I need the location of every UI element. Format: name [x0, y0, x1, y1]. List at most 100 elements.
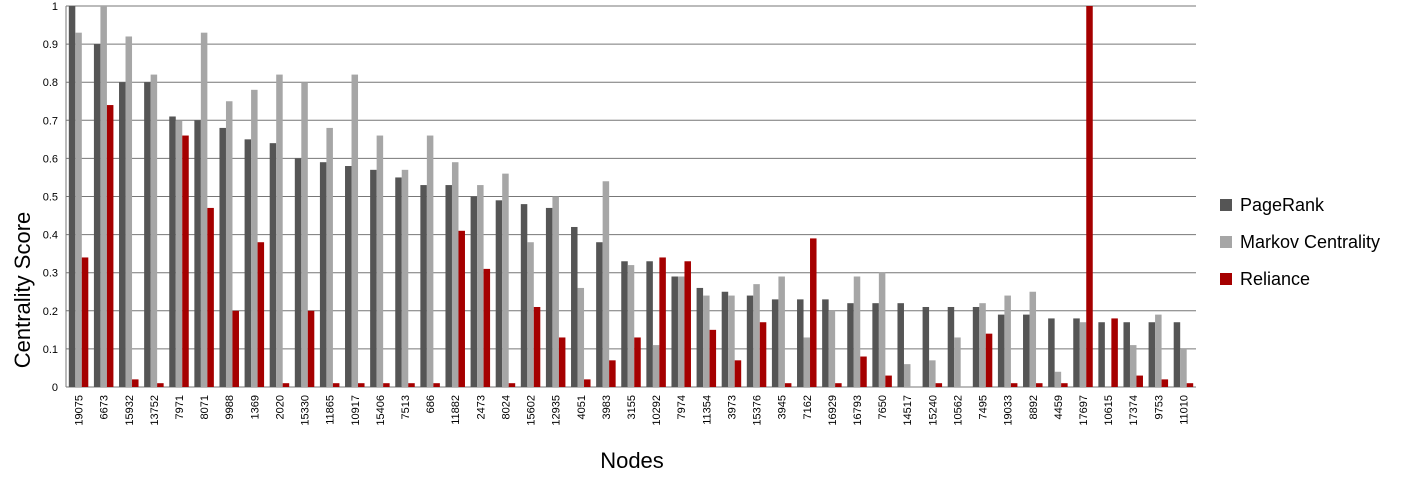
x-tick-label: 7974 [676, 395, 688, 419]
bar [100, 6, 107, 387]
bar [627, 265, 635, 387]
bar [119, 82, 126, 387]
legend-label: Reliance [1240, 269, 1310, 289]
legend-label: Markov Centrality [1240, 232, 1380, 252]
x-tick-label: 8024 [500, 395, 512, 419]
x-tick-label: 3945 [777, 395, 789, 419]
bar [872, 303, 879, 387]
y-tick-label: 0.1 [43, 344, 58, 356]
bar [696, 287, 704, 387]
bar [552, 196, 559, 387]
bar [345, 166, 352, 387]
bar [652, 345, 660, 387]
x-tick-label: 7513 [400, 395, 412, 419]
bar [797, 299, 804, 387]
legend-swatch [1220, 199, 1232, 211]
bar [803, 337, 811, 387]
x-tick-label: 10615 [1103, 395, 1115, 426]
x-tick-label: 9753 [1153, 395, 1165, 419]
bar [634, 337, 641, 387]
x-tick-label: 15602 [526, 395, 538, 426]
bar [395, 177, 402, 387]
x-tick-label: 12935 [551, 395, 563, 426]
x-tick-label: 3983 [601, 395, 613, 419]
bar [1129, 345, 1137, 387]
x-tick-label: 3155 [626, 395, 638, 419]
bar [646, 261, 653, 387]
y-tick-label: 0.7 [43, 115, 58, 127]
bar [659, 257, 666, 387]
bar [684, 261, 691, 387]
bar [251, 89, 258, 387]
bar [602, 181, 610, 387]
bar [677, 276, 685, 387]
bar [1010, 383, 1018, 387]
bar [150, 74, 158, 387]
bar [885, 375, 892, 387]
bar [401, 169, 409, 387]
bar [810, 238, 817, 387]
y-tick-label: 0.4 [43, 230, 58, 242]
bar [545, 207, 553, 387]
bar [358, 383, 365, 387]
x-tick-label: 14517 [902, 395, 914, 426]
bar [1136, 375, 1143, 387]
x-tick-label: 10292 [651, 395, 663, 426]
bar [847, 303, 854, 387]
legend-swatch [1220, 273, 1232, 285]
bar [351, 74, 359, 387]
bar [703, 295, 710, 387]
bar [1086, 6, 1093, 387]
x-tick-label: 15376 [752, 395, 764, 426]
x-tick-label: 9988 [224, 395, 236, 419]
bar [408, 383, 415, 387]
bar [759, 322, 767, 387]
bar [828, 310, 836, 387]
bar [169, 116, 176, 388]
bar [985, 333, 993, 387]
bar [1173, 322, 1181, 387]
bar [520, 204, 528, 387]
bar [445, 185, 452, 387]
bar [584, 379, 591, 387]
bar [533, 306, 541, 387]
bar [244, 139, 252, 387]
bar [721, 291, 729, 387]
bar [508, 383, 516, 387]
bar [376, 135, 384, 387]
bar [947, 306, 955, 387]
x-tick-label: 686 [425, 395, 437, 413]
bar [383, 383, 390, 387]
bar [997, 314, 1005, 387]
bar [1004, 295, 1011, 387]
bar [784, 383, 792, 387]
bar [257, 242, 265, 387]
bar [426, 135, 434, 387]
x-tick-label: 8892 [1028, 395, 1040, 419]
bar [1148, 322, 1156, 387]
bar [276, 74, 283, 387]
bar [75, 32, 82, 388]
x-tick-label: 7495 [978, 395, 990, 419]
x-tick-label: 10562 [952, 395, 964, 426]
bar [458, 230, 465, 387]
bar [332, 383, 340, 387]
bar [753, 284, 760, 387]
x-tick-label: 11354 [701, 395, 713, 425]
bar [307, 310, 315, 387]
x-tick-label: 17697 [1078, 395, 1090, 426]
y-axis-title: Centrality Score [10, 212, 35, 369]
bar [1186, 383, 1194, 387]
bar [709, 329, 717, 387]
bar [922, 306, 930, 387]
x-tick-label: 11010 [1178, 395, 1190, 425]
bar [1155, 314, 1162, 387]
bar [207, 207, 214, 387]
x-tick-label: 17374 [1128, 395, 1140, 426]
bar [527, 242, 534, 387]
bar [853, 276, 861, 387]
bar [596, 242, 603, 387]
bar [1123, 322, 1130, 387]
x-tick-label: 4051 [576, 395, 588, 419]
